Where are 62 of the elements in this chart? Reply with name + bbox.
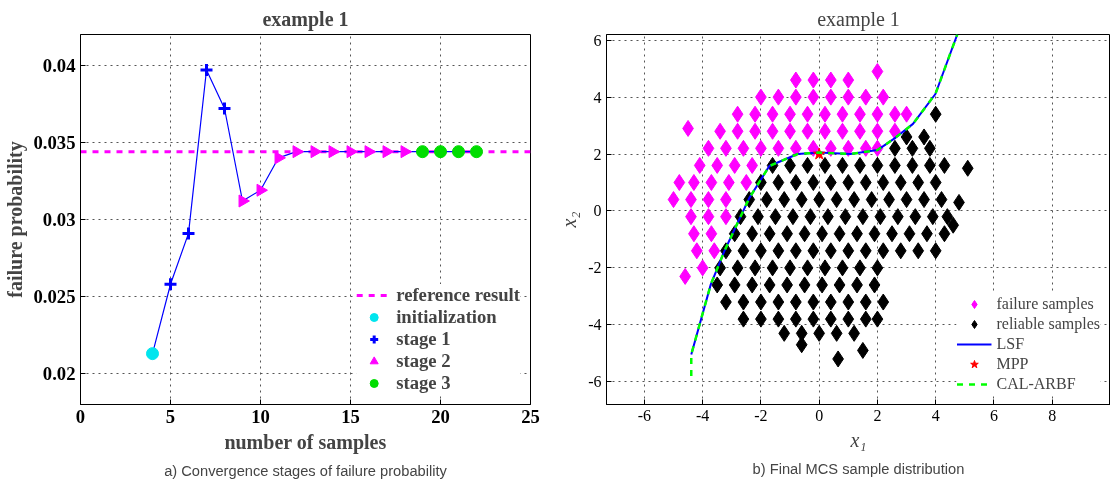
- point: [364, 145, 376, 159]
- x-axis-title: x₁: [849, 428, 867, 451]
- point: [382, 145, 394, 159]
- point: [238, 194, 250, 208]
- x-tick-label: -6: [637, 406, 652, 424]
- legend-label: LSF: [996, 335, 1025, 353]
- point: [328, 145, 340, 159]
- point: [274, 151, 286, 165]
- x-tick-label: 8: [1048, 406, 1057, 424]
- text: a) Convergence stages of failure probability: [164, 462, 448, 479]
- x-tick-label: 2: [873, 406, 882, 424]
- chart-title: example 1: [262, 7, 349, 31]
- legend-label: stage 2: [396, 350, 451, 372]
- point: [163, 276, 178, 292]
- point: [416, 145, 429, 159]
- x-axis-title: number of samples: [224, 430, 387, 454]
- point: [199, 62, 214, 78]
- y-tick-label: 0.02: [42, 363, 76, 385]
- chart-title: example 1: [817, 7, 900, 31]
- y-tick-label: 4: [593, 88, 602, 106]
- legend-label: stage 1: [396, 328, 451, 350]
- y-axis-title: x₂: [558, 211, 581, 229]
- y-tick-label: 6: [593, 31, 602, 49]
- point: [346, 145, 358, 159]
- x-tick-label: -4: [695, 406, 710, 424]
- legend-label: initialization: [396, 306, 497, 328]
- point: [146, 347, 159, 361]
- x-tick-label: 5: [165, 405, 176, 427]
- x-tick-label: 20: [431, 405, 450, 427]
- point: [310, 145, 322, 159]
- x-tick-label: -2: [754, 406, 768, 424]
- y-tick-label: 0: [593, 202, 602, 220]
- x-tick-label: 15: [341, 405, 360, 427]
- point: [452, 145, 465, 159]
- y-tick-label: 0.035: [33, 131, 76, 153]
- legend-label: MPP: [996, 355, 1029, 373]
- y-tick-label: -6: [588, 373, 602, 391]
- point: [400, 145, 412, 159]
- legend-label: CAL-ARBF: [996, 375, 1076, 393]
- x-tick-label: 25: [521, 405, 540, 427]
- point: [292, 145, 304, 159]
- y-tick-label: 2: [593, 145, 602, 163]
- point: [470, 145, 483, 159]
- legend-label: reliable samples: [996, 315, 1100, 333]
- x-tick-label: 6: [989, 406, 998, 424]
- y-tick-label: -2: [588, 259, 602, 277]
- x-tick-label: 10: [251, 405, 270, 427]
- legend-label: stage 3: [396, 372, 451, 394]
- point: [217, 101, 232, 116]
- y-tick-label: -4: [588, 316, 602, 334]
- point: [434, 145, 447, 159]
- text: b) Final MCS sample distribution: [752, 460, 965, 477]
- y-tick-label: 0.025: [33, 286, 76, 308]
- y-tick-label: 0.03: [42, 209, 76, 230]
- x-tick-label: 4: [931, 406, 940, 424]
- y-axis-title: failure probability: [3, 141, 27, 298]
- x-tick-label: 0: [815, 406, 824, 424]
- y-tick-label: 0.04: [42, 54, 76, 76]
- point: [181, 225, 196, 241]
- point: [256, 183, 268, 197]
- legend-label: failure samples: [996, 295, 1094, 313]
- legend-label: reference result: [396, 284, 520, 306]
